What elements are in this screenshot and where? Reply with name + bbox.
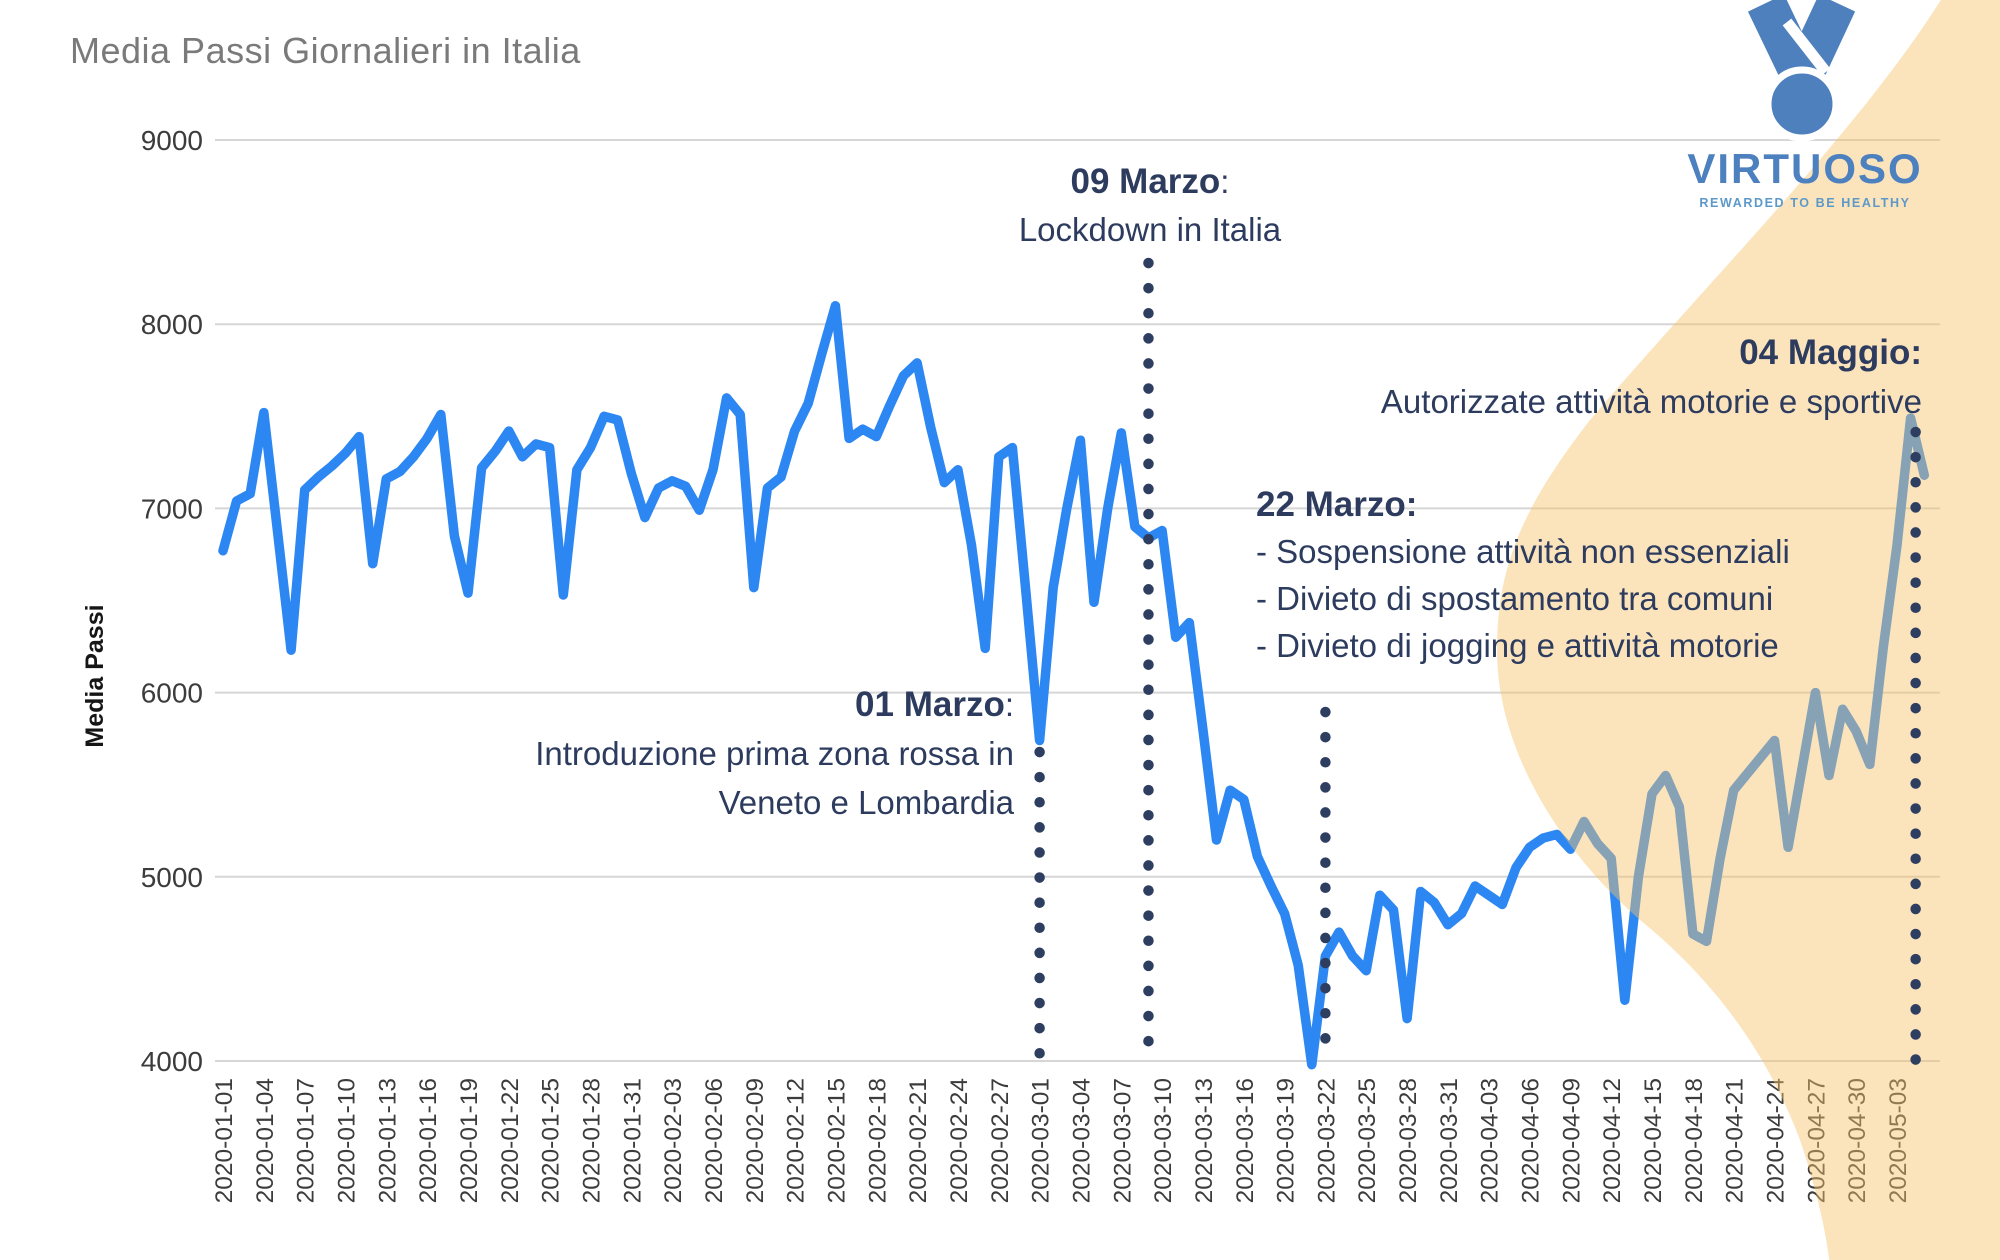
annotation-heading: 04 Maggio: [1739,333,1922,372]
x-tick-label: 2020-03-16 [1232,1078,1259,1203]
x-tick-label: 2020-04-27 [1803,1078,1830,1203]
annotation-heading: 01 Marzo: [855,685,1014,724]
x-tick-label: 2020-04-09 [1558,1078,1585,1203]
x-tick-label: 2020-01-16 [415,1078,442,1203]
highlight-ellipse [1497,0,2000,1260]
x-tick-label: 2020-04-30 [1844,1078,1871,1203]
y-tick-label: 5000 [141,862,203,893]
x-tick-label: 2020-05-03 [1885,1078,1912,1203]
annotation-line: - Sospensione attività non essenziali [1256,533,1790,570]
annotation-riapertura: 04 Maggio: Autorizzate attività motorie … [1381,328,1922,426]
medal-icon [1747,0,1856,142]
x-tick-label: 2020-01-28 [578,1078,605,1203]
chart-title: Media Passi Giornalieri in Italia [70,30,581,71]
x-tick-label: 2020-04-15 [1640,1078,1667,1203]
annotation-line: Veneto e Lombardia [718,784,1014,821]
x-tick-label: 2020-01-01 [211,1078,238,1203]
annotation-line: - Divieto di jogging e attività motorie [1256,627,1779,664]
x-tick-label: 2020-03-10 [1150,1078,1177,1203]
x-tick-label: 2020-03-25 [1354,1078,1381,1203]
annotation-zona-rossa: 01 Marzo: Introduzione prima zona rossa … [535,680,1014,827]
x-tick-label: 2020-02-27 [987,1078,1014,1203]
x-tick-label: 2020-01-31 [619,1078,646,1203]
y-tick-label: 4000 [141,1046,203,1077]
x-tick-label: 2020-02-03 [660,1078,687,1203]
x-tick-label: 2020-02-24 [946,1078,973,1203]
brand-wordmark: VIRTUOSO [1687,145,1923,192]
y-tick-label: 9000 [141,125,203,156]
steps-line [218,301,1930,1070]
x-tick-label: 2020-03-01 [1028,1078,1055,1203]
x-tick-label: 2020-01-13 [374,1078,401,1203]
x-tick-label: 2020-02-09 [742,1078,769,1203]
y-tick-label: 7000 [141,493,203,524]
annotation-lockdown: 09 Marzo: Lockdown in Italia [950,158,1350,254]
x-tick-label: 2020-04-03 [1477,1078,1504,1203]
annotation-restrizioni: 22 Marzo: - Sospensione attività non ess… [1256,481,1790,669]
x-tick-label: 2020-03-07 [1109,1078,1136,1203]
x-tick-label: 2020-04-06 [1518,1078,1545,1203]
x-tick-label: 2020-03-13 [1191,1078,1218,1203]
annotation-line: Introduzione prima zona rossa in [535,735,1014,772]
x-tick-label: 2020-01-25 [538,1078,565,1203]
x-tick-label: 2020-02-12 [783,1078,810,1203]
annotation-line: Lockdown in Italia [1018,211,1282,248]
x-tick-label: 2020-02-18 [864,1078,891,1203]
y-tick-label: 8000 [141,309,203,340]
x-tick-label: 2020-04-12 [1599,1078,1626,1203]
x-tick-label: 2020-03-22 [1313,1078,1340,1203]
x-tick-label: 2020-01-10 [333,1078,360,1203]
annotation-line: - Divieto di spostamento tra comuni [1256,580,1774,617]
x-tick-label: 2020-01-07 [293,1078,320,1203]
x-tick-label: 2020-04-18 [1681,1078,1708,1203]
x-tick-label: 2020-01-19 [456,1078,483,1203]
x-tick-label: 2020-04-24 [1763,1078,1790,1203]
x-tick-label: 2020-02-21 [905,1078,932,1203]
annotation-heading: 22 Marzo: [1256,485,1418,524]
annotation-heading: 09 Marzo: [1070,162,1230,201]
y-tick-label: 6000 [141,678,203,709]
annotation-line: Autorizzate attività motorie e sportive [1380,383,1922,420]
brand-tagline: REWARDED TO BE HEALTHY [1699,196,1911,210]
y-axis-title: Media Passi [81,604,109,748]
x-tick-label: 2020-04-21 [1722,1078,1749,1203]
x-tick-label: 2020-03-19 [1273,1078,1300,1203]
x-tick-label: 2020-02-15 [823,1078,850,1203]
x-tick-label: 2020-01-04 [252,1078,279,1203]
x-tick-label: 2020-02-06 [701,1078,728,1203]
x-tick-label: 2020-01-22 [497,1078,524,1203]
x-tick-label: 2020-03-28 [1395,1078,1422,1203]
x-tick-label: 2020-03-04 [1068,1078,1095,1203]
virtuoso-logo: VIRTUOSO REWARDED TO BE HEALTHY [1670,0,1940,210]
x-tick-label: 2020-03-31 [1436,1078,1463,1203]
